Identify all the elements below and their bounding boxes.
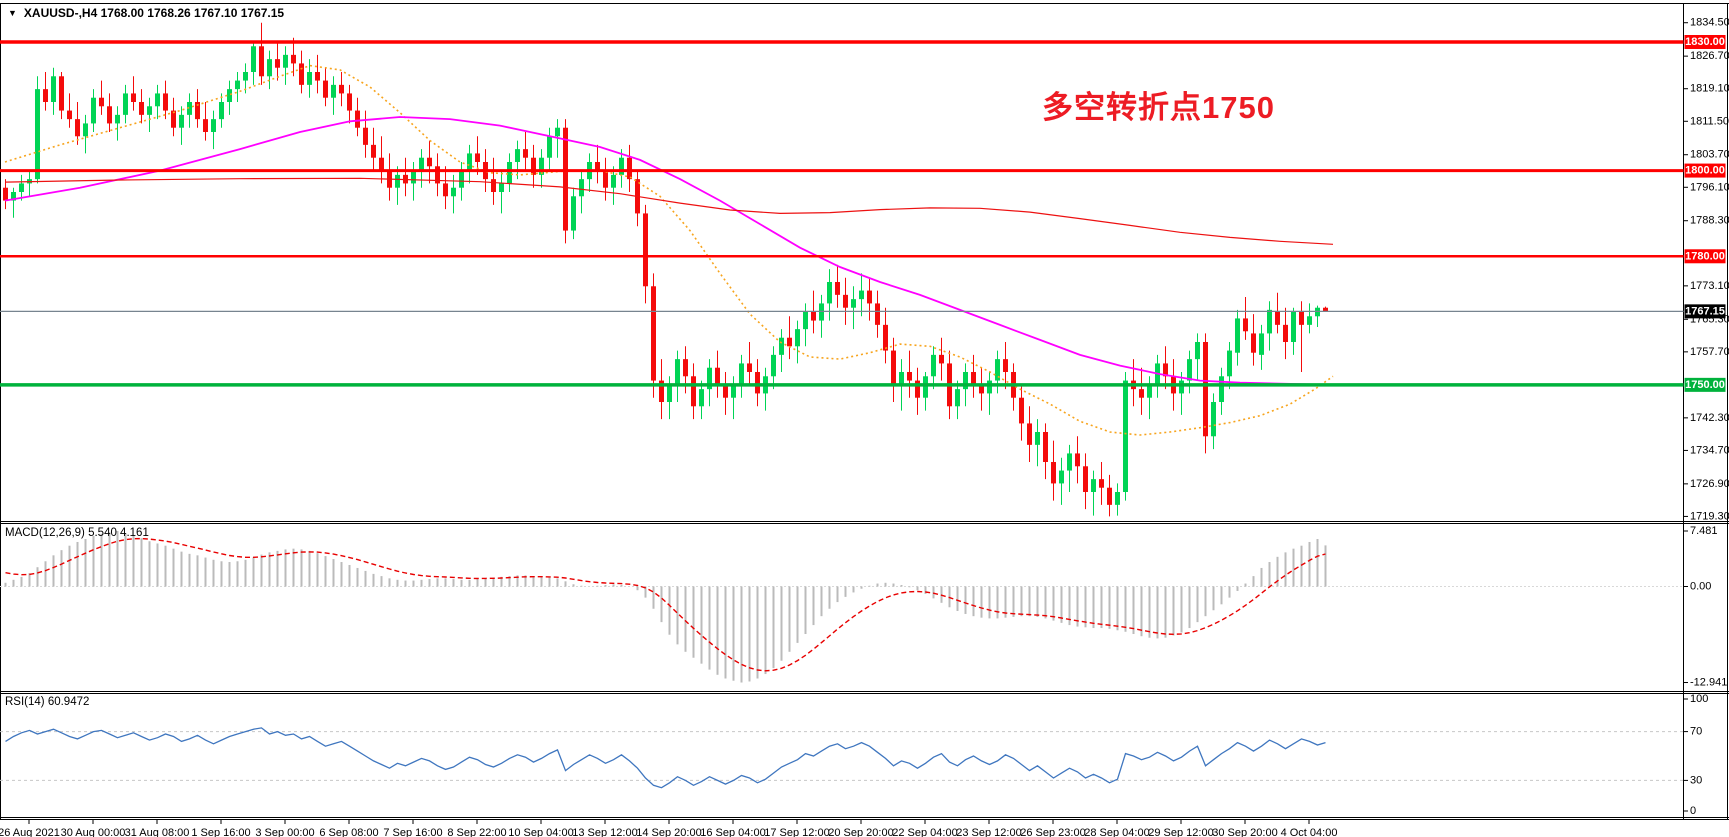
svg-text:1830.00: 1830.00 bbox=[1685, 36, 1725, 48]
ma-slow-red bbox=[4, 177, 1334, 245]
indicator-levels bbox=[0, 586, 1684, 781]
time-label: 3 Sep 00:00 bbox=[255, 827, 314, 837]
macd-indicator-label: MACD(12,26,9) 5.540 4.161 bbox=[5, 527, 149, 539]
collapse-ohlc-icon[interactable]: ▼ bbox=[8, 7, 17, 18]
time-label: 14 Sep 20:00 bbox=[636, 827, 701, 837]
svg-text:1811.50: 1811.50 bbox=[1690, 115, 1729, 127]
svg-text:1803.70: 1803.70 bbox=[1690, 149, 1729, 161]
svg-text:7.481: 7.481 bbox=[1690, 525, 1718, 537]
svg-text:1726.90: 1726.90 bbox=[1690, 478, 1729, 490]
svg-text:70: 70 bbox=[1690, 726, 1702, 738]
ma-mid-magenta bbox=[4, 116, 1334, 386]
hline-badge-1750.00 bbox=[1684, 377, 1726, 392]
time-label: 30 Sep 20:00 bbox=[1212, 827, 1277, 837]
annotation-text: 多空转折点1750 bbox=[1042, 90, 1275, 125]
svg-text:-12.941: -12.941 bbox=[1690, 677, 1727, 689]
current-price-badge bbox=[1684, 304, 1726, 319]
time-label: 10 Sep 04:00 bbox=[508, 827, 573, 837]
rsi-pane: 100 70 30 0 bbox=[5, 693, 1708, 817]
time-label: 26 Sep 23:00 bbox=[1020, 827, 1085, 837]
rsi-indicator-label: RSI(14) 60.9472 bbox=[5, 696, 90, 708]
svg-text:1767.15: 1767.15 bbox=[1685, 305, 1725, 317]
time-label: 17 Sep 12:00 bbox=[764, 827, 829, 837]
macd-signal-line bbox=[5, 537, 1326, 672]
time-label: 1 Sep 16:00 bbox=[191, 827, 250, 837]
svg-text:1788.30: 1788.30 bbox=[1690, 215, 1729, 227]
svg-text:1800.00: 1800.00 bbox=[1685, 165, 1725, 177]
svg-text:1742.30: 1742.30 bbox=[1690, 412, 1729, 424]
svg-text:1757.70: 1757.70 bbox=[1690, 346, 1729, 358]
svg-text:1719.30: 1719.30 bbox=[1690, 510, 1729, 522]
time-label: 29 Sep 12:00 bbox=[1148, 827, 1213, 837]
symbol-ohlc-title: XAUUSD-,H4 1768.00 1768.26 1767.10 1767.… bbox=[23, 6, 285, 20]
pane-frame bbox=[0, 3, 1729, 820]
time-label: 23 Sep 12:00 bbox=[956, 827, 1021, 837]
svg-text:0.00: 0.00 bbox=[1690, 581, 1711, 593]
svg-text:30: 30 bbox=[1690, 774, 1702, 786]
time-axis: 26 Aug 2021 30 Aug 00:00 31 Aug 08:00 1 Sep… bbox=[0, 819, 1338, 837]
svg-text:100: 100 bbox=[1690, 693, 1708, 705]
time-label: 28 Sep 04:00 bbox=[1084, 827, 1149, 837]
time-label: 20 Sep 20:00 bbox=[828, 827, 893, 837]
svg-text:1796.10: 1796.10 bbox=[1690, 181, 1729, 193]
time-label: 30 Aug 00:00 bbox=[61, 827, 126, 837]
ma-fast-orange bbox=[4, 64, 1334, 436]
rsi-line bbox=[5, 727, 1326, 789]
time-label: 22 Sep 04:00 bbox=[892, 827, 957, 837]
candles bbox=[3, 22, 1328, 517]
price-axis: 1834.50 1826.70 1819.10 1811.50 1803.70 1796.… bbox=[1683, 17, 1729, 522]
time-label: 26 Aug 2021 bbox=[0, 827, 60, 837]
hline-badge-1780.00 bbox=[1684, 249, 1726, 264]
chart-header: ▼ XAUUSD-,H4 1768.00 1768.26 1767.10 176… bbox=[8, 6, 284, 20]
time-label: 8 Sep 22:00 bbox=[447, 827, 506, 837]
time-label: 4 Oct 04:00 bbox=[1281, 827, 1338, 837]
moving-averages bbox=[4, 64, 1334, 436]
current-price-line: 1767.15 bbox=[0, 304, 1726, 319]
time-label: 16 Sep 04:00 bbox=[700, 827, 765, 837]
svg-text:1819.10: 1819.10 bbox=[1690, 83, 1729, 95]
svg-text:1750.00: 1750.00 bbox=[1685, 379, 1725, 391]
svg-text:1780.00: 1780.00 bbox=[1685, 250, 1725, 262]
hline-badge-1830.00 bbox=[1684, 35, 1726, 49]
svg-text:1734.70: 1734.70 bbox=[1690, 444, 1729, 456]
svg-text:1765.30: 1765.30 bbox=[1690, 313, 1729, 325]
macd-pane: 7.481 0.00 -12.941 bbox=[4, 525, 1727, 689]
svg-text:1773.10: 1773.10 bbox=[1690, 280, 1729, 292]
svg-text:0: 0 bbox=[1690, 805, 1696, 817]
hline-badge-1800.00 bbox=[1684, 163, 1726, 178]
svg-text:1826.70: 1826.70 bbox=[1690, 50, 1729, 62]
time-label: 31 Aug 08:00 bbox=[125, 827, 190, 837]
time-label: 7 Sep 16:00 bbox=[383, 827, 442, 837]
horizontal-levels: 1830.00 1800.00 1780.00 1750.00 bbox=[0, 35, 1726, 392]
time-label: 6 Sep 08:00 bbox=[319, 827, 378, 837]
svg-text:1834.50: 1834.50 bbox=[1690, 17, 1729, 29]
time-label: 13 Sep 12:00 bbox=[572, 827, 637, 837]
